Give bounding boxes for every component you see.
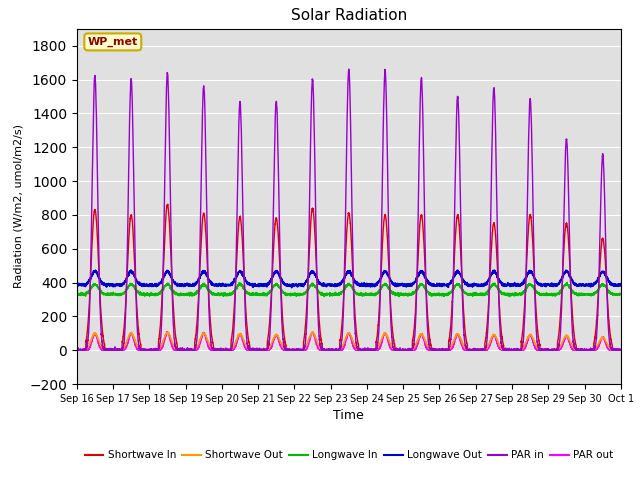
Longwave Out xyxy=(288,285,296,290)
Longwave In xyxy=(329,293,337,299)
Longwave In xyxy=(321,294,328,300)
Longwave Out xyxy=(171,280,179,286)
PAR out xyxy=(502,348,509,353)
Longwave In xyxy=(441,291,449,297)
Shortwave Out xyxy=(616,347,624,353)
Shortwave Out xyxy=(441,347,449,353)
Longwave Out xyxy=(617,282,625,288)
Line: Longwave Out: Longwave Out xyxy=(77,270,621,288)
PAR in xyxy=(171,337,179,343)
Line: PAR out: PAR out xyxy=(77,332,621,350)
Longwave Out xyxy=(73,283,81,288)
PAR in xyxy=(441,348,449,353)
Longwave Out xyxy=(441,282,449,288)
PAR out xyxy=(74,348,81,353)
Line: Longwave In: Longwave In xyxy=(77,282,621,297)
Longwave In xyxy=(471,292,479,298)
Shortwave Out xyxy=(73,347,81,353)
PAR in xyxy=(616,347,624,353)
Shortwave In xyxy=(471,347,479,352)
Longwave In xyxy=(73,291,81,297)
PAR out xyxy=(171,347,179,353)
Shortwave In xyxy=(329,347,337,353)
Longwave In xyxy=(171,290,179,296)
PAR in xyxy=(502,345,509,351)
Shortwave In xyxy=(73,348,81,353)
PAR in xyxy=(345,66,353,72)
Shortwave In xyxy=(73,347,81,353)
PAR in xyxy=(328,348,336,353)
Longwave Out xyxy=(502,283,509,288)
Shortwave In xyxy=(164,201,172,207)
PAR out xyxy=(163,329,171,335)
Title: Solar Radiation: Solar Radiation xyxy=(291,9,407,24)
Longwave Out xyxy=(329,281,337,287)
Longwave In xyxy=(617,292,625,298)
Shortwave Out xyxy=(171,344,179,350)
PAR in xyxy=(471,347,479,352)
Shortwave Out xyxy=(308,329,316,335)
PAR out xyxy=(73,347,81,353)
PAR in xyxy=(617,348,625,353)
X-axis label: Time: Time xyxy=(333,409,364,422)
PAR out xyxy=(617,348,625,353)
PAR out xyxy=(471,347,479,353)
Shortwave In xyxy=(441,347,449,352)
Longwave Out xyxy=(616,281,624,287)
Shortwave Out xyxy=(329,348,337,353)
Legend: Shortwave In, Shortwave Out, Longwave In, Longwave Out, PAR in, PAR out: Shortwave In, Shortwave Out, Longwave In… xyxy=(81,446,617,464)
Shortwave Out xyxy=(471,347,479,353)
Shortwave In xyxy=(502,348,509,353)
PAR out xyxy=(329,347,337,353)
Shortwave Out xyxy=(502,348,509,353)
Shortwave Out xyxy=(617,348,625,353)
Longwave In xyxy=(502,292,509,298)
Longwave Out xyxy=(491,267,499,273)
PAR out xyxy=(441,347,449,353)
Longwave In xyxy=(563,279,571,285)
Y-axis label: Radiation (W/m2, umol/m2/s): Radiation (W/m2, umol/m2/s) xyxy=(13,124,24,288)
Shortwave In xyxy=(616,347,624,353)
Line: Shortwave In: Shortwave In xyxy=(77,204,621,350)
Shortwave In xyxy=(617,348,625,353)
Longwave In xyxy=(616,291,624,297)
Longwave Out xyxy=(471,282,479,288)
PAR out xyxy=(616,347,624,353)
Line: Shortwave Out: Shortwave Out xyxy=(77,332,621,350)
Shortwave In xyxy=(171,326,179,332)
Text: WP_met: WP_met xyxy=(88,37,138,47)
Line: PAR in: PAR in xyxy=(77,69,621,350)
PAR in xyxy=(73,348,81,353)
Shortwave Out xyxy=(73,348,81,353)
